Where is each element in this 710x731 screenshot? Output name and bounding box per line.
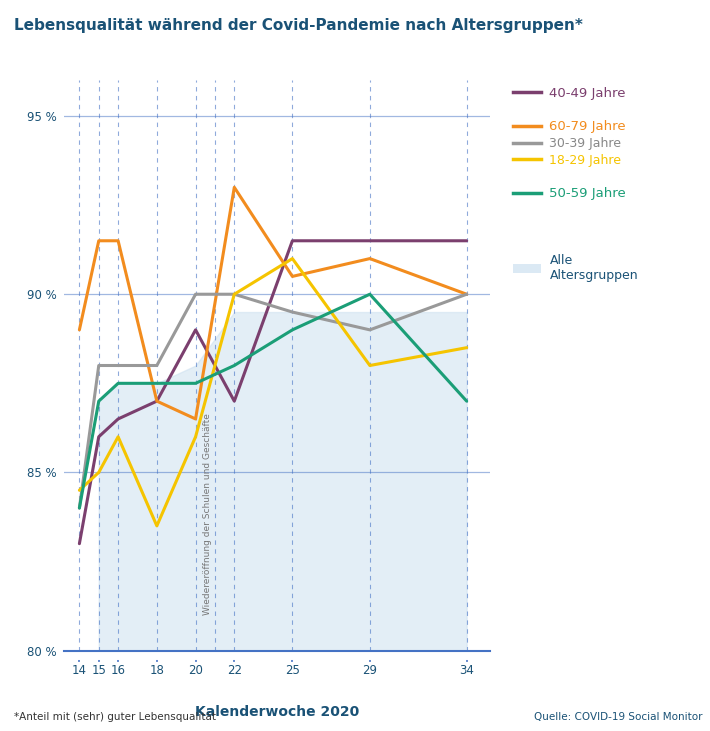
Text: Quelle: COVID-19 Social Monitor: Quelle: COVID-19 Social Monitor	[535, 712, 703, 722]
Text: *Anteil mit (sehr) guter Lebensqualität: *Anteil mit (sehr) guter Lebensqualität	[14, 712, 217, 722]
Text: •: •	[155, 659, 159, 665]
Text: •: •	[290, 659, 295, 665]
X-axis label: Kalenderwoche 2020: Kalenderwoche 2020	[195, 705, 359, 719]
Legend: 40-49 Jahre, , 60-79 Jahre, 30-39 Jahre, 18-29 Jahre, , 50-59 Jahre, , , , Alle
: 40-49 Jahre, , 60-79 Jahre, 30-39 Jahre,…	[513, 87, 638, 282]
Text: •: •	[368, 659, 372, 665]
Text: •: •	[464, 659, 469, 665]
Text: Wiedereröffnung der Schulen und Geschäfte: Wiedereröffnung der Schulen und Geschäft…	[202, 413, 212, 615]
Text: •: •	[77, 659, 82, 665]
Text: •: •	[116, 659, 120, 665]
Text: •: •	[194, 659, 197, 665]
Text: •: •	[97, 659, 101, 665]
Text: Lebensqualität während der Covid-Pandemie nach Altersgruppen*: Lebensqualität während der Covid-Pandemi…	[14, 18, 583, 34]
Text: •: •	[232, 659, 236, 665]
